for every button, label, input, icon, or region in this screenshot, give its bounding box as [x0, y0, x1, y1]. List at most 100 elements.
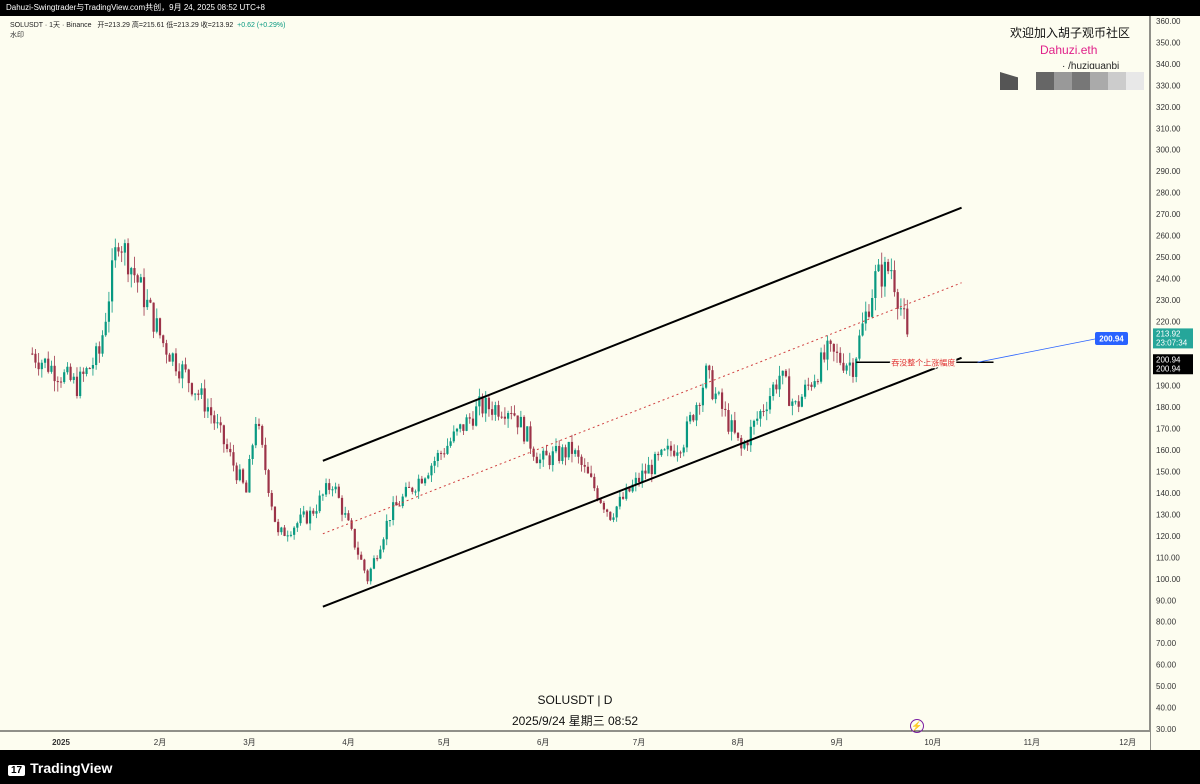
- candle-body: [590, 473, 593, 477]
- candle-body: [596, 488, 599, 500]
- candle-body: [548, 455, 551, 466]
- y-tick-label: 280.00: [1156, 189, 1181, 198]
- y-tick-label: 140.00: [1156, 489, 1181, 498]
- candle-body: [800, 396, 804, 407]
- price-axis[interactable]: [1150, 16, 1200, 750]
- candle-body: [283, 527, 286, 536]
- candle-body: [388, 520, 392, 522]
- candle-body: [114, 247, 117, 261]
- candle-body: [59, 381, 63, 383]
- level-callout-badge[interactable]: [1095, 332, 1128, 345]
- candle-body: [701, 387, 705, 406]
- candle-body: [794, 401, 797, 403]
- x-tick-label: 4月: [342, 738, 354, 747]
- candle-body: [877, 264, 880, 272]
- candle-body: [481, 396, 484, 414]
- candle-body: [526, 426, 529, 442]
- last-price-badge: [1153, 328, 1193, 349]
- candle-body: [890, 270, 893, 272]
- candle-body: [142, 277, 146, 308]
- lightning-icon[interactable]: ⚡: [910, 719, 924, 733]
- last-price-text: 213.92: [1156, 329, 1181, 338]
- candle-body: [644, 470, 647, 474]
- candle-body: [203, 388, 206, 412]
- candle-body: [883, 261, 887, 287]
- candle-body: [168, 354, 171, 362]
- candle-body: [864, 311, 867, 324]
- candle-body: [807, 384, 810, 386]
- candle-body: [162, 335, 165, 344]
- y-tick-label: 110.00: [1156, 553, 1180, 562]
- candle-body: [270, 493, 273, 507]
- candle-body: [47, 358, 50, 372]
- candle-body: [449, 441, 452, 446]
- candle-body: [717, 392, 720, 394]
- candle-body: [296, 523, 299, 528]
- candle-body: [663, 449, 666, 451]
- candle-body: [586, 466, 590, 474]
- candle-body: [66, 366, 69, 373]
- candle-body: [685, 421, 689, 448]
- candle-body: [331, 489, 334, 491]
- x-tick-label: 6月: [537, 738, 549, 747]
- footer-bar: 17 TradingView: [0, 750, 1200, 784]
- candle-body: [570, 441, 574, 454]
- candle-body: [318, 495, 321, 512]
- candle-body: [98, 346, 101, 354]
- time-axis[interactable]: [0, 730, 1150, 750]
- channel-mid-line[interactable]: [322, 282, 962, 535]
- y-tick-label: 170.00: [1156, 425, 1181, 434]
- candle-body: [535, 456, 538, 464]
- candle-body: [130, 268, 133, 275]
- channel-upper-line[interactable]: [322, 206, 962, 462]
- candle-body: [676, 452, 679, 456]
- channel-lower-line[interactable]: [322, 356, 962, 608]
- level-callout-line: [977, 338, 1096, 363]
- candle-body: [641, 470, 644, 483]
- candle-body: [257, 423, 261, 426]
- candle-body: [491, 409, 494, 415]
- price-chart[interactable]: 360.00 350.00 340.00 330.00 320.00 310.00 300.…: [0, 0, 1200, 750]
- candle-body: [238, 469, 241, 481]
- candle-body: [880, 264, 883, 287]
- candle-body: [401, 496, 404, 507]
- candle-body: [887, 261, 890, 272]
- candle-body: [427, 475, 430, 479]
- candle-body: [34, 353, 37, 363]
- candle-body: [308, 510, 312, 524]
- watermark-label: 水印: [10, 32, 24, 39]
- candle-body: [133, 268, 136, 276]
- candle-body: [542, 450, 545, 460]
- candle-body: [893, 270, 896, 293]
- candle-body: [733, 420, 736, 433]
- candle-body: [516, 415, 519, 428]
- candle-body: [369, 568, 372, 582]
- candle-body: [558, 445, 561, 461]
- candle-body: [411, 487, 414, 492]
- candle-body: [43, 358, 47, 363]
- candle-body: [468, 417, 471, 419]
- candle-body: [95, 346, 98, 366]
- level-price-badge: [1153, 354, 1193, 375]
- candle-body: [871, 298, 874, 317]
- candle-body: [647, 464, 650, 474]
- candle-body: [40, 362, 43, 370]
- candle-body: [407, 486, 411, 488]
- candle-body: [139, 277, 142, 283]
- publisher-bar: Dahuzi-Swingtrader与TradingView.com共创，9月 …: [0, 0, 1200, 16]
- candle-body: [350, 520, 353, 529]
- candle-body: [704, 365, 708, 388]
- tradingview-logo[interactable]: 17 TradingView: [8, 760, 112, 776]
- candle-body: [293, 527, 296, 535]
- candle-body: [720, 392, 724, 409]
- candle-body: [264, 444, 267, 471]
- candle-body: [423, 478, 427, 484]
- candle-body: [851, 362, 855, 377]
- candle-body: [826, 340, 829, 360]
- candle-body: [213, 415, 216, 424]
- candle-body: [152, 302, 155, 332]
- y-tick-label: 250.00: [1156, 253, 1181, 262]
- candle-body: [63, 372, 66, 383]
- candle-body: [478, 396, 481, 407]
